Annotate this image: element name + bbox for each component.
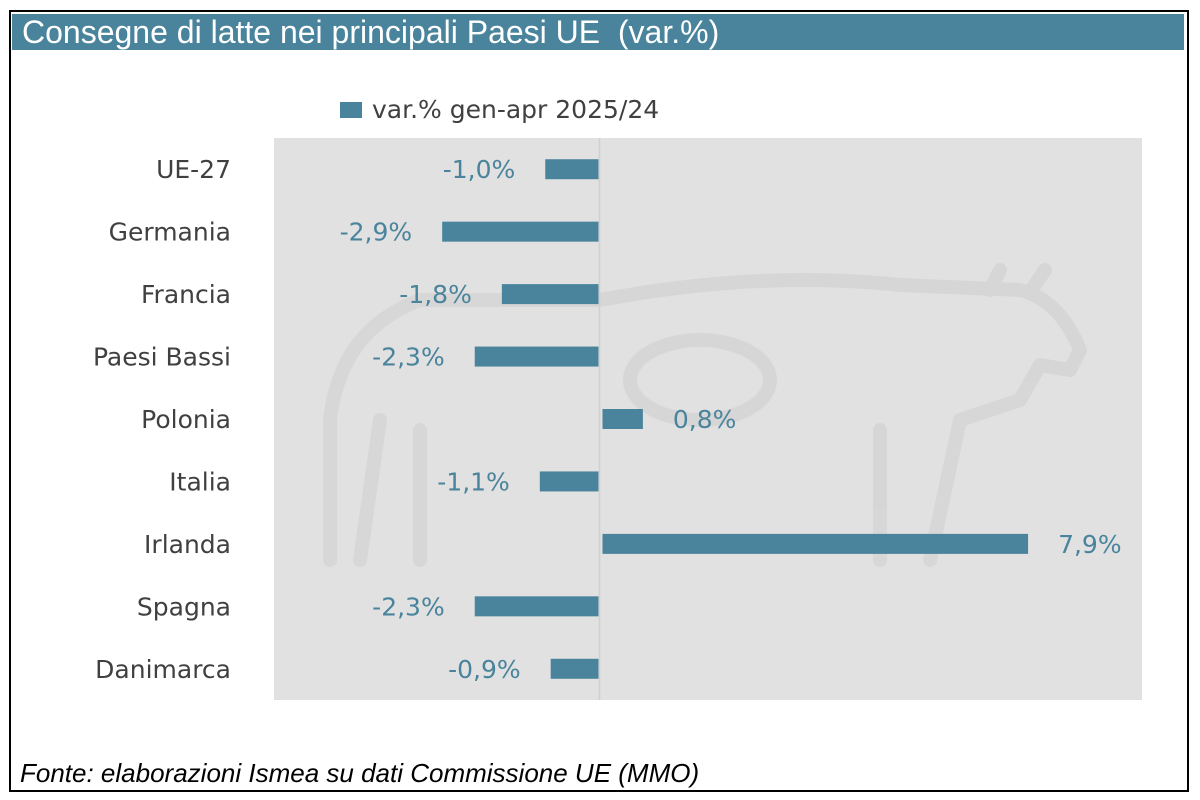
data-label: -2,9% bbox=[340, 218, 413, 247]
data-label: 7,9% bbox=[1058, 530, 1122, 559]
bar bbox=[539, 471, 599, 492]
data-label: 0,8% bbox=[673, 405, 737, 434]
bar bbox=[550, 658, 599, 679]
title-bar bbox=[12, 14, 1184, 50]
chart-title: Consegne di latte nei principali Paesi U… bbox=[22, 14, 720, 50]
category-label: Spagna bbox=[137, 592, 231, 621]
legend-swatch bbox=[340, 102, 362, 118]
data-label: -2,3% bbox=[372, 343, 445, 372]
category-label: Germania bbox=[109, 218, 231, 247]
data-label: -2,3% bbox=[372, 592, 445, 621]
category-label: Francia bbox=[141, 280, 231, 309]
category-label: UE-27 bbox=[156, 155, 231, 184]
category-label: Polonia bbox=[141, 405, 231, 434]
bar bbox=[602, 409, 643, 429]
data-label: -0,9% bbox=[448, 655, 521, 684]
legend-label: var.% gen-apr 2025/24 bbox=[372, 95, 659, 124]
bar bbox=[474, 346, 599, 367]
category-label: Danimarca bbox=[95, 655, 231, 684]
bar bbox=[474, 596, 599, 617]
bar bbox=[602, 533, 1029, 554]
category-label: Italia bbox=[169, 467, 231, 496]
data-label: -1,8% bbox=[399, 280, 472, 309]
bar bbox=[501, 284, 599, 305]
data-label: -1,0% bbox=[443, 155, 516, 184]
cow-watermark bbox=[323, 263, 1087, 567]
data-label: -1,1% bbox=[437, 467, 510, 496]
category-label: Paesi Bassi bbox=[93, 343, 231, 372]
bar bbox=[545, 159, 599, 180]
category-label: Irlanda bbox=[144, 530, 231, 559]
bar bbox=[442, 221, 599, 242]
source-note: Fonte: elaborazioni Ismea su dati Commis… bbox=[20, 758, 700, 788]
